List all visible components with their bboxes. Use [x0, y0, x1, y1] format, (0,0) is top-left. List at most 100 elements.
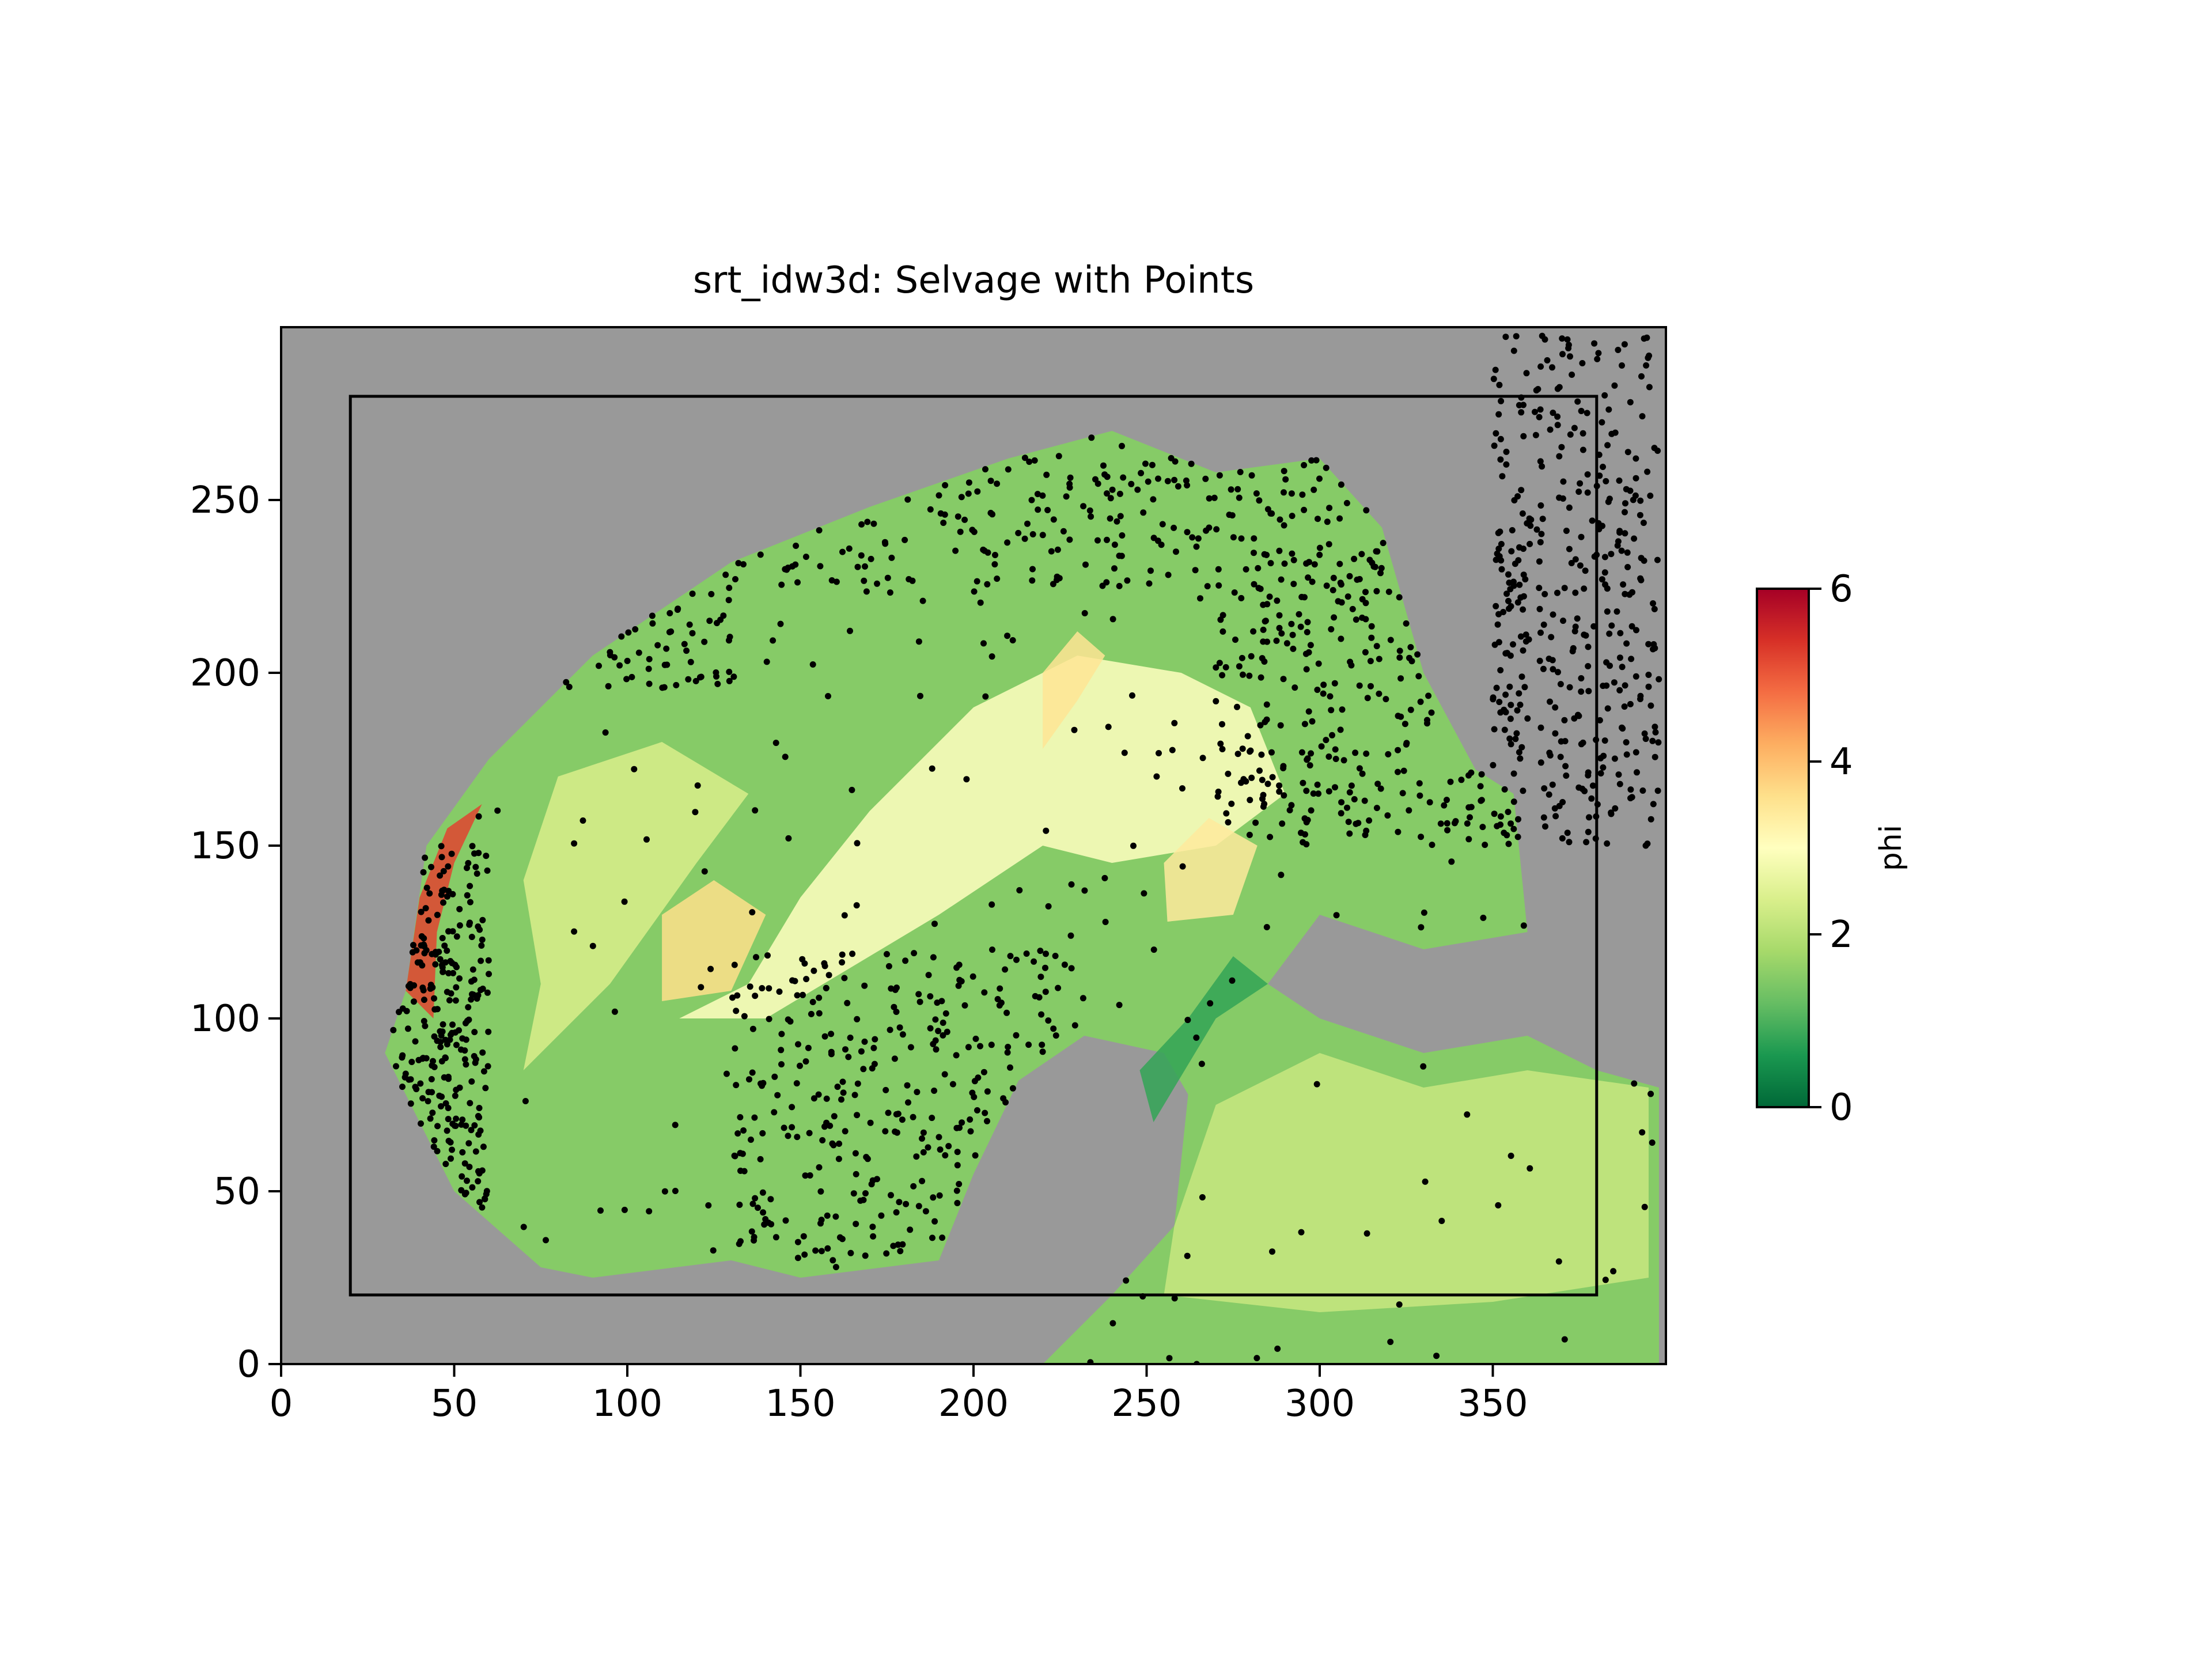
sample-point — [1165, 571, 1172, 578]
sample-point — [842, 1128, 849, 1135]
sample-point — [1259, 796, 1266, 802]
sample-point — [1641, 1203, 1648, 1210]
sample-point — [1039, 492, 1046, 499]
sample-point — [944, 1028, 950, 1035]
sample-point — [1645, 354, 1652, 361]
sample-point — [730, 673, 737, 680]
sample-point — [1513, 730, 1520, 737]
sample-point — [579, 817, 586, 824]
sample-point — [1376, 656, 1382, 662]
sample-point — [466, 1164, 473, 1171]
sample-point — [1109, 1320, 1116, 1327]
sample-point — [457, 1046, 464, 1053]
sample-point — [1362, 589, 1369, 596]
sample-point — [729, 994, 736, 1001]
sample-point — [469, 1184, 476, 1191]
sample-point — [1493, 684, 1500, 691]
sample-point — [1571, 715, 1578, 722]
sample-point — [1279, 820, 1286, 827]
sample-point — [692, 677, 699, 684]
sample-point — [1376, 690, 1382, 697]
sample-point — [956, 1181, 963, 1187]
sample-point — [1601, 569, 1608, 576]
sample-point — [1624, 549, 1631, 556]
sample-point — [1651, 445, 1658, 452]
sample-point — [1116, 1002, 1123, 1009]
y-tick-label: 150 — [190, 825, 260, 868]
x-tick-label: 250 — [1111, 1382, 1181, 1425]
sample-point — [419, 962, 426, 969]
sample-point — [571, 840, 578, 847]
sample-point — [1159, 521, 1166, 528]
sample-point — [1642, 736, 1649, 743]
sample-point — [1524, 715, 1531, 722]
sample-point — [887, 1027, 893, 1033]
sample-point — [649, 620, 656, 627]
sample-point — [836, 1141, 843, 1147]
sample-point — [955, 513, 961, 520]
sample-point — [480, 1068, 487, 1075]
sample-point — [1520, 606, 1527, 613]
sample-point — [1396, 594, 1403, 601]
sample-point — [749, 909, 756, 916]
sample-point — [1230, 534, 1237, 541]
sample-point — [1508, 702, 1514, 709]
sample-point — [453, 933, 460, 940]
sample-point — [733, 1082, 740, 1089]
sample-point — [1510, 798, 1517, 805]
sample-point — [977, 599, 984, 606]
sample-point — [1458, 777, 1465, 783]
sample-point — [1171, 1295, 1178, 1302]
sample-point — [687, 658, 694, 665]
sample-point — [1647, 702, 1654, 709]
sample-point — [1303, 841, 1310, 848]
sample-point — [817, 563, 824, 570]
sample-point — [1561, 585, 1568, 592]
sample-point — [1558, 444, 1565, 450]
sample-point — [967, 1128, 974, 1135]
sample-point — [1323, 582, 1330, 589]
sample-point — [762, 1216, 769, 1222]
sample-point — [1219, 628, 1226, 635]
sample-point — [407, 1076, 414, 1083]
sample-point — [1352, 749, 1359, 756]
sample-point — [1094, 480, 1101, 487]
sample-point — [1290, 556, 1297, 563]
sample-point — [1497, 821, 1504, 828]
sample-point — [1520, 787, 1527, 794]
sample-point — [982, 466, 988, 473]
sample-point — [1029, 531, 1036, 537]
sample-point — [1550, 666, 1556, 673]
sample-point — [1542, 823, 1548, 830]
sample-point — [884, 950, 890, 957]
sample-point — [1444, 820, 1450, 827]
sample-point — [1505, 809, 1512, 815]
sample-point — [1503, 448, 1510, 455]
sample-point — [1585, 663, 1592, 669]
sample-point — [828, 1031, 835, 1037]
sample-point — [1258, 751, 1265, 758]
sample-point — [412, 1038, 419, 1045]
y-tick-label: 0 — [237, 1343, 260, 1386]
sample-point — [645, 665, 652, 672]
sample-point — [896, 1199, 903, 1206]
sample-point — [1549, 781, 1556, 788]
sample-point — [1637, 575, 1644, 582]
sample-point — [1561, 1336, 1568, 1343]
sample-point — [1311, 561, 1318, 568]
sample-point — [631, 766, 638, 772]
sample-point — [1153, 773, 1160, 780]
sample-point — [1236, 663, 1243, 670]
sample-point — [1501, 726, 1508, 733]
sample-point — [1626, 591, 1633, 598]
sample-point — [1043, 827, 1050, 834]
sample-point — [1617, 630, 1624, 637]
sample-point — [1639, 413, 1646, 420]
sample-point — [450, 969, 456, 976]
sample-point — [1066, 536, 1073, 543]
sample-point — [818, 1217, 825, 1224]
sample-point — [1362, 649, 1369, 656]
sample-point — [1395, 768, 1401, 775]
sample-point — [471, 1053, 478, 1059]
sample-point — [1647, 816, 1654, 823]
